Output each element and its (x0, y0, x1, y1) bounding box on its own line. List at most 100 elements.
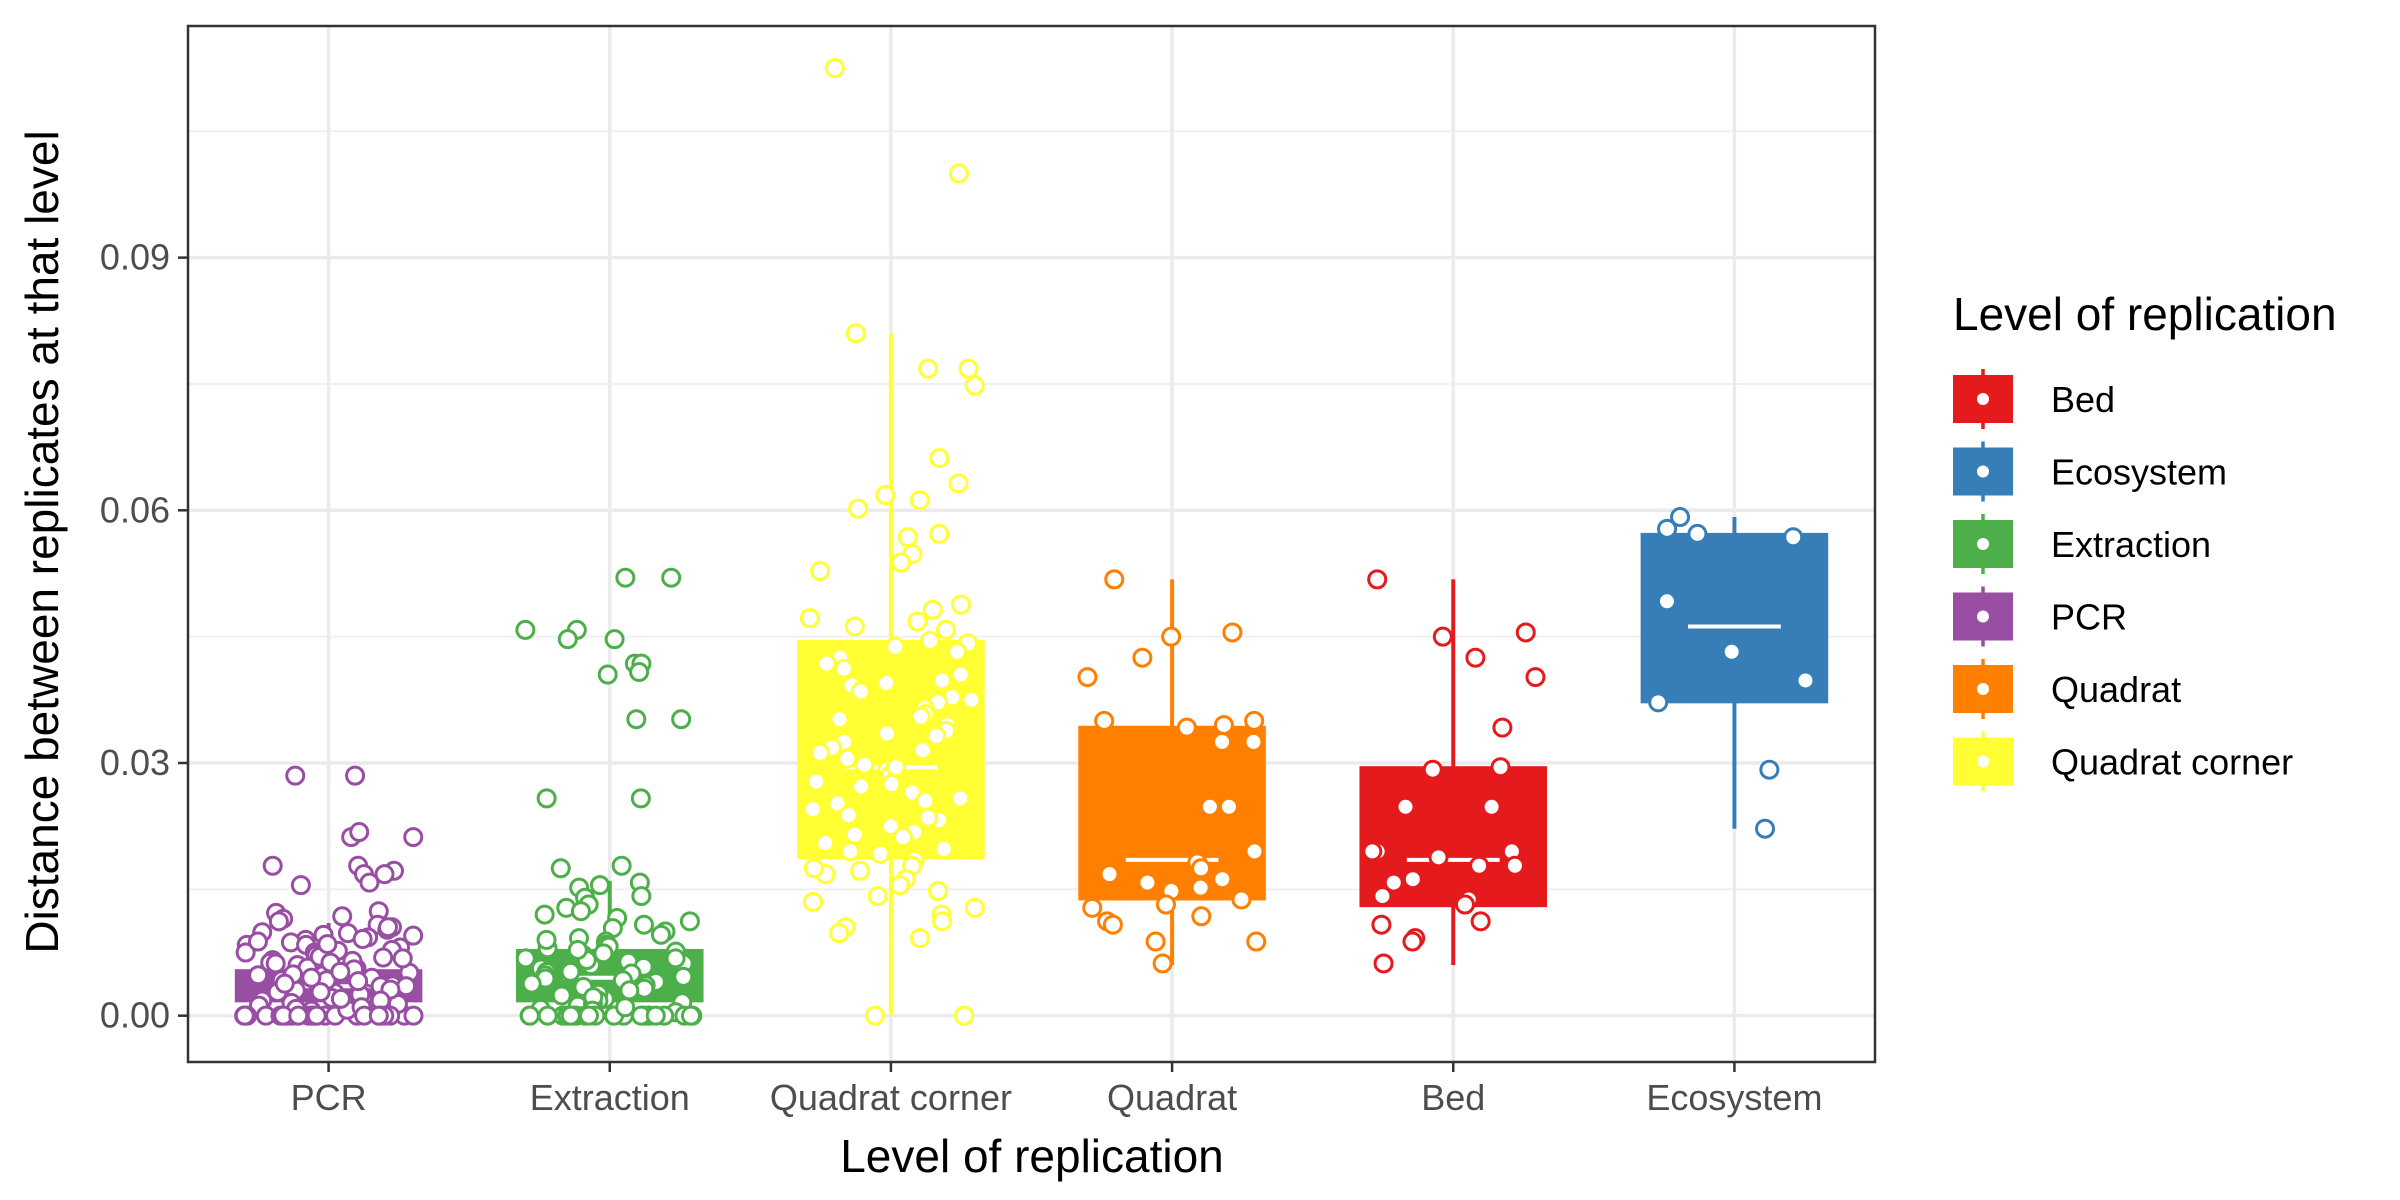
data-point (929, 523, 950, 544)
data-point (1402, 931, 1423, 952)
data-point (578, 1005, 599, 1026)
data-point (870, 843, 891, 864)
data-point (557, 629, 578, 650)
data-point (1670, 507, 1691, 528)
data-point (1212, 869, 1233, 890)
legend: Bed Ecosystem Extraction PCR Quadrat Quadrat … (1953, 369, 2293, 792)
data-point (290, 875, 311, 896)
data-point (848, 498, 869, 519)
data-point (935, 619, 956, 640)
data-point (332, 906, 353, 927)
data-point (665, 948, 686, 969)
data-point (615, 997, 636, 1018)
data-point (301, 967, 322, 988)
data-point (1212, 731, 1233, 752)
data-point (392, 948, 413, 969)
data-point (359, 872, 380, 893)
point-layer (234, 58, 1816, 1026)
data-point (1656, 591, 1677, 612)
data-point (673, 966, 694, 987)
data-point (368, 1005, 389, 1026)
data-point (950, 664, 971, 685)
data-point (536, 929, 557, 950)
data-point (803, 858, 824, 879)
legend-item-ecosystem: Ecosystem (1953, 441, 2227, 502)
legend-key-point (1977, 393, 1989, 405)
legend-item-quadrat-corner: Quadrat corner (1953, 731, 2293, 792)
data-point (815, 833, 836, 854)
data-point (920, 630, 941, 651)
data-point (827, 793, 848, 814)
data-point (1222, 622, 1243, 643)
data-point (854, 754, 875, 775)
x-tick-label: PCR (291, 1077, 367, 1118)
data-point (1362, 841, 1383, 862)
data-point (840, 841, 861, 862)
y-axis-title: Distance between replicates at that leve… (16, 130, 68, 953)
data-point (1402, 869, 1423, 890)
data-point (929, 448, 950, 469)
data-point (274, 973, 295, 994)
legend-label: Quadrat corner (2051, 742, 2293, 783)
data-point (1371, 914, 1392, 935)
data-point (1504, 855, 1525, 876)
data-point (1099, 864, 1120, 885)
legend-label: Extraction (2051, 524, 2211, 565)
data-point (1721, 641, 1742, 662)
y-tick-label: 0.06 (100, 489, 170, 530)
data-point (1454, 894, 1475, 915)
data-point (519, 1005, 540, 1026)
data-point (1102, 914, 1123, 935)
data-point (824, 58, 845, 79)
x-axis-title: Level of replication (840, 1130, 1224, 1182)
data-point (950, 788, 971, 809)
data-point (1155, 894, 1176, 915)
legend-label: Quadrat (2051, 669, 2181, 710)
data-point (234, 1005, 255, 1026)
data-point (630, 788, 651, 809)
x-tick-label: Quadrat (1107, 1077, 1237, 1118)
data-point (1190, 877, 1211, 898)
data-point (403, 925, 424, 946)
data-point (650, 924, 671, 945)
data-point (680, 1005, 701, 1026)
y-tick-label: 0.03 (100, 742, 170, 783)
x-tick-label: Quadrat corner (770, 1077, 1012, 1118)
data-point (1213, 715, 1234, 736)
data-point (671, 709, 692, 730)
legend-label: Ecosystem (2051, 452, 2227, 493)
data-point (262, 855, 283, 876)
data-point (265, 953, 286, 974)
x-tick-label: Bed (1421, 1077, 1485, 1118)
data-point (950, 594, 971, 615)
x-tick-label: Ecosystem (1646, 1077, 1822, 1118)
legend-key-point (1977, 465, 1989, 478)
data-point (1367, 569, 1388, 590)
data-point (1094, 710, 1115, 731)
data-point (1137, 872, 1158, 893)
data-point (567, 939, 588, 960)
data-point (803, 891, 824, 912)
data-point (604, 629, 625, 650)
data-point (964, 897, 985, 918)
data-point (589, 875, 610, 896)
data-point (844, 616, 865, 637)
legend-item-extraction: Extraction (1953, 514, 2211, 574)
data-point (317, 934, 338, 955)
data-point (880, 816, 901, 837)
data-point (810, 742, 831, 763)
data-point (1515, 622, 1536, 643)
data-point (288, 1005, 309, 1026)
data-point (915, 790, 936, 811)
data-point (931, 670, 952, 691)
data-point (1759, 759, 1780, 780)
data-point (633, 914, 654, 935)
data-point (1372, 886, 1393, 907)
data-point (897, 527, 918, 548)
data-point (909, 928, 930, 949)
data-point (550, 858, 571, 879)
data-point (1246, 931, 1267, 952)
data-point (515, 619, 536, 640)
data-point (1428, 847, 1449, 868)
